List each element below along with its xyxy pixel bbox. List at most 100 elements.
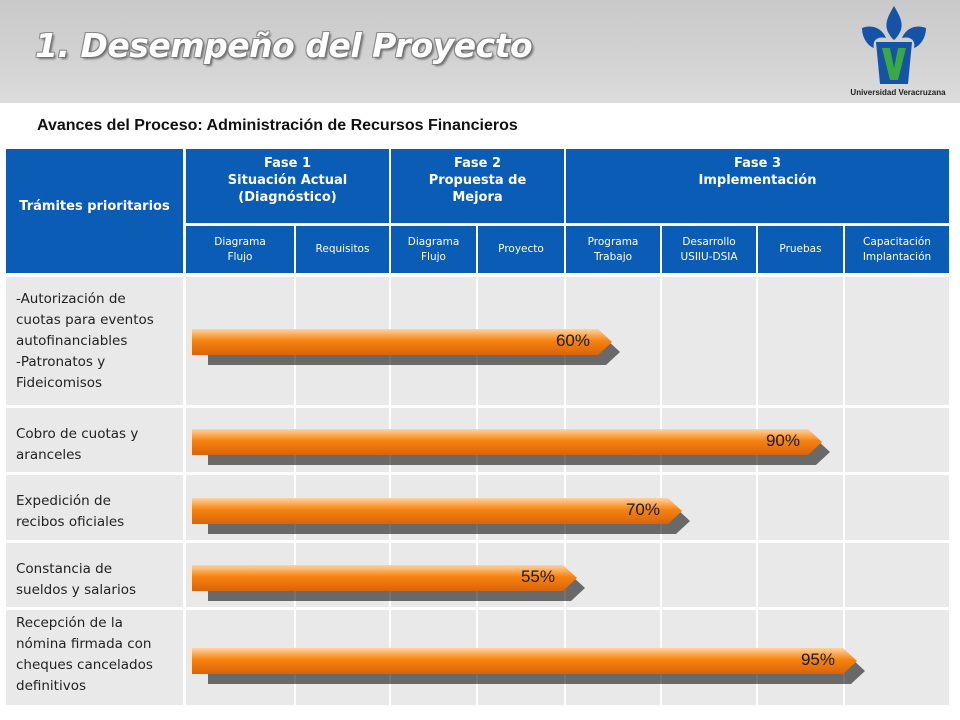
subcolumn-header: Programa Trabajo [565, 226, 661, 273]
phase-header-line: Mejora [452, 190, 503, 205]
subcolumn-header-text: Desarrollo USIIU-DSIA [680, 235, 737, 265]
table-cell [845, 610, 949, 705]
subcolumn-header-cell [758, 226, 843, 273]
row-label: Recepción de la nómina firmada con cheques… [16, 613, 176, 697]
section-subtitle: Avances del Proceso: Administración de R… [37, 117, 518, 134]
phase-header-1: Fase 1 Situación Actual (Diagnóstico) [185, 155, 390, 206]
subcolumn-header-text: Diagrama Flujo [214, 235, 266, 265]
subcolumn-header-line: Requisitos [315, 243, 370, 255]
row-label-line: cuotas para eventos [16, 312, 154, 328]
row-label-cell [6, 610, 183, 705]
row-label: -Autorización de cuotas para eventos autof… [16, 289, 176, 394]
row-label-line: recibos oficiales [16, 514, 125, 530]
subcolumn-header-text: Pruebas [779, 242, 821, 257]
phase-header-line: Fase 2 [453, 156, 502, 171]
row-label: Expedición de recibos oficiales [16, 491, 176, 533]
progress-bar [192, 329, 612, 355]
subcolumn-header-cell [478, 226, 564, 273]
subcolumn-header-cell [845, 226, 949, 273]
row-label: Constancia de sueldos y salarios [16, 559, 176, 601]
table-cell [758, 475, 843, 540]
phase-header-line: Situación Actual [227, 173, 348, 188]
institution-name: Universidad Veracruzana [850, 88, 946, 97]
subcolumn-header-line: Diagrama [407, 235, 460, 248]
subcolumn-header-text: Requisitos [316, 242, 370, 257]
table-cell [662, 277, 756, 405]
subcolumn-header: Desarrollo USIIU-DSIA [661, 226, 757, 273]
phase-header-3: Fase 3 Implementación [565, 155, 950, 189]
progress-bar-label: 70% [625, 500, 660, 519]
progress-bar [192, 565, 577, 591]
table-cell [662, 543, 756, 607]
table-cell [758, 277, 843, 405]
row-label-cell [6, 408, 183, 472]
table-cell [845, 408, 949, 472]
row-label: Cobro de cuotas y aranceles [16, 424, 176, 466]
row-label-line: cheques cancelados [16, 657, 153, 673]
progress-bar [192, 498, 682, 524]
row-header-label: Trámites prioritarios [19, 199, 170, 214]
subcolumn-header: Requisitos [295, 226, 390, 273]
row-label-line: -Autorización de [16, 291, 126, 307]
subcolumn-header-text: Proyecto [498, 242, 544, 257]
row-label-line: nómina firmada con [16, 636, 152, 652]
row-label-line: aranceles [16, 447, 82, 463]
table-cell [845, 543, 949, 607]
subcolumn-header-line: Programa [587, 235, 639, 248]
subcolumn-header-line: Capacitación [863, 235, 931, 248]
phase-header-line: Propuesta de [428, 173, 527, 188]
row-label-line: Expedición de [16, 493, 111, 509]
subcolumn-header: Pruebas [757, 226, 844, 273]
row-label-line: Constancia de [16, 561, 113, 577]
subcolumn-header-line: Diagrama [214, 235, 266, 248]
subcolumn-header-line: Implantación [862, 250, 932, 263]
row-label-line: Fideicomisos [16, 375, 103, 391]
subcolumn-header-cell [566, 226, 660, 273]
row-label-line: -Patronatos y [16, 354, 106, 370]
progress-bar-label: 90% [765, 431, 800, 450]
row-label-line: Cobro de cuotas y [16, 426, 139, 442]
progress-bar-label: 55% [520, 567, 555, 586]
subcolumn-header-cell [662, 226, 756, 273]
subcolumn-header: Capacitación Implantación [844, 226, 950, 273]
university-logo [862, 6, 926, 84]
row-label-line: sueldos y salarios [16, 582, 137, 598]
row-label-cell [6, 277, 183, 405]
row-label-line: definitivos [16, 678, 87, 694]
progress-bar-label: 95% [800, 650, 835, 669]
subcolumn-header-line: Flujo [421, 250, 446, 263]
header-banner: 1. Desempeño del Proyecto Universidad Ve… [0, 0, 960, 103]
subcolumn-header-line: USIIU-DSIA [680, 250, 738, 263]
phase-header-line: Implementación [698, 173, 817, 188]
row-label-cell [6, 475, 183, 540]
table-cell [845, 475, 949, 540]
subcolumn-header-cell [296, 226, 389, 273]
subcolumn-header-line: Flujo [227, 250, 253, 263]
phase-header-line: Fase 3 [733, 156, 782, 171]
progress-bar [192, 648, 857, 674]
phase-header-line: (Diagnóstico) [238, 190, 337, 205]
phase-header-cell [391, 149, 564, 223]
phase-header-cell [566, 149, 949, 223]
subcolumn-header-line: Desarrollo [682, 235, 736, 248]
phase-header-2: Fase 2 Propuesta de Mejora [390, 155, 565, 206]
row-label-line: Recepción de la [16, 615, 123, 631]
page-title: 1. Desempeño del Proyecto [35, 26, 533, 65]
subcolumn-header: Diagrama Flujo [390, 226, 477, 273]
subcolumn-header-text: Programa Trabajo [588, 235, 639, 265]
subcolumn-header-line: Proyecto [498, 243, 544, 255]
subcolumn-header-cell [391, 226, 476, 273]
subcolumn-header-text: Capacitación Implantación [863, 235, 931, 265]
row-label-line: autofinanciables [16, 333, 128, 349]
progress-bar [192, 429, 822, 455]
subcolumn-header: Diagrama Flujo [185, 226, 295, 273]
row-header-cell [6, 149, 183, 273]
subcolumn-header-line: Trabajo [593, 250, 633, 263]
table-cell [758, 543, 843, 607]
subcolumn-header-text: Diagrama Flujo [408, 235, 460, 265]
phase-header-line: Fase 1 [263, 156, 312, 171]
subcolumn-header-cell [186, 226, 294, 273]
phase-header-cell [186, 149, 389, 223]
